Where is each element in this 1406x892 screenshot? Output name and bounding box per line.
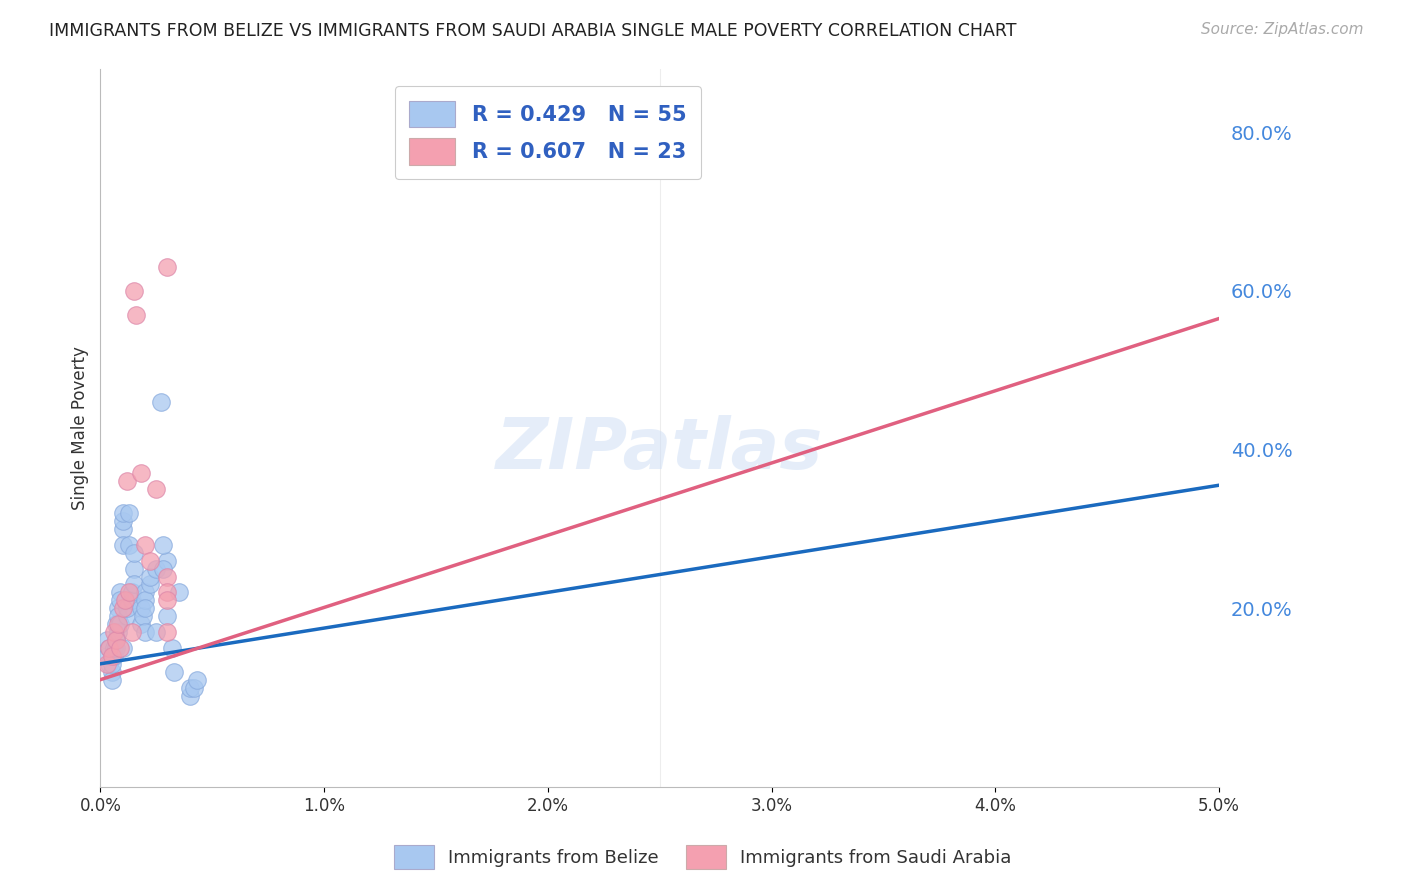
Point [122,546,145,560]
Point [100,657,122,671]
Legend: Immigrants from Belize, Immigrants from Saudi Arabia: Immigrants from Belize, Immigrants from … [387,838,1019,876]
Point [125,308,148,322]
Text: ZIPatlas: ZIPatlas [496,415,824,483]
Point [110,585,132,599]
Point [122,577,145,591]
Point [96,657,118,671]
Point [129,467,152,481]
Point [129,617,152,632]
Point [105,617,128,632]
Point [105,632,128,647]
Point [156,569,179,583]
Point [107,601,129,615]
Point [114,593,136,607]
Text: IMMIGRANTS FROM BELIZE VS IMMIGRANTS FROM SAUDI ARABIA SINGLE MALE POVERTY CORRE: IMMIGRANTS FROM BELIZE VS IMMIGRANTS FRO… [49,22,1017,40]
Point [98,640,121,655]
Point [103,640,125,655]
Point [98,657,121,671]
Point [118,585,141,599]
Point [186,673,208,687]
Point [118,538,141,552]
Point [134,585,156,599]
Point [138,577,160,591]
Point [122,284,145,298]
Point [111,538,134,552]
Point [163,665,186,679]
Point [134,538,156,552]
Point [156,609,179,624]
Point [110,593,132,607]
Point [156,260,179,274]
Point [179,681,201,695]
Point [121,593,143,607]
Point [152,538,174,552]
Point [115,601,138,615]
Point [145,482,167,496]
Point [105,632,128,647]
Point [121,625,143,640]
Point [132,609,155,624]
Point [107,609,129,624]
Point [152,561,174,575]
Point [107,617,129,632]
Point [96,632,118,647]
Y-axis label: Single Male Poverty: Single Male Poverty [72,346,89,509]
Point [145,625,167,640]
Point [183,681,205,695]
Point [111,640,134,655]
Point [111,522,134,536]
Point [134,601,156,615]
Point [100,673,122,687]
Point [156,593,179,607]
Point [98,640,121,655]
Point [121,585,143,599]
Point [179,689,201,703]
Point [111,514,134,528]
Point [115,475,138,489]
Point [145,561,167,575]
Point [122,561,145,575]
Point [100,665,122,679]
Point [103,625,125,640]
Point [110,617,132,632]
Legend: R = 0.429   N = 55, R = 0.607   N = 23: R = 0.429 N = 55, R = 0.607 N = 23 [395,87,702,179]
Point [134,625,156,640]
Point [138,554,160,568]
Point [156,625,179,640]
Point [167,585,190,599]
Point [100,648,122,663]
Point [118,506,141,520]
Point [156,585,179,599]
Point [129,601,152,615]
Point [138,569,160,583]
Point [107,625,129,640]
Point [111,601,134,615]
Point [156,554,179,568]
Point [103,648,125,663]
Point [134,593,156,607]
Point [110,640,132,655]
Text: Source: ZipAtlas.com: Source: ZipAtlas.com [1201,22,1364,37]
Point [160,640,183,655]
Point [96,648,118,663]
Point [105,640,128,655]
Point [149,395,172,409]
Point [111,506,134,520]
Point [115,609,138,624]
